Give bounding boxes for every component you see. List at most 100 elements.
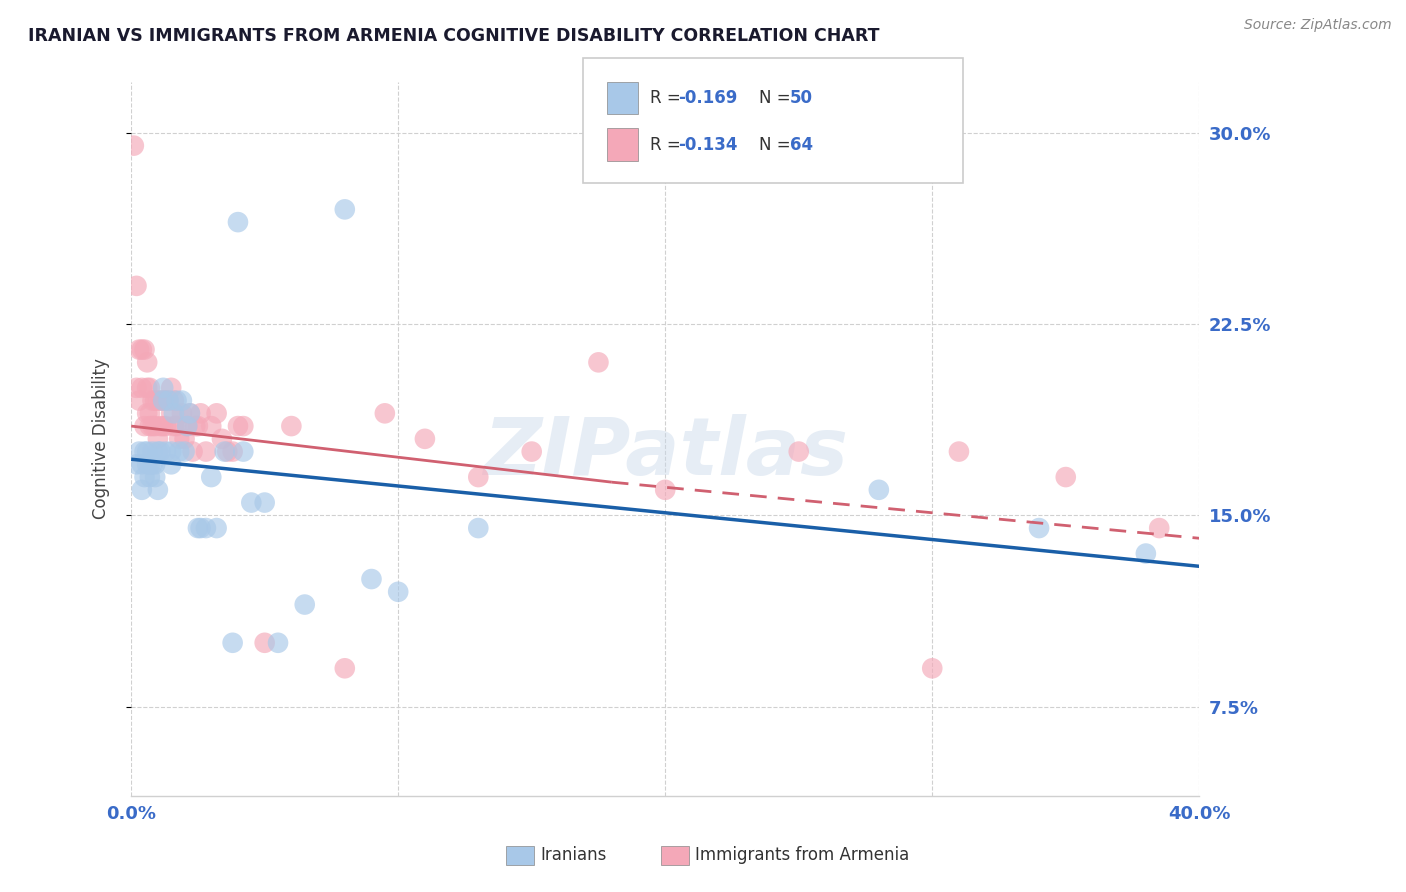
Point bbox=[166, 393, 188, 408]
Point bbox=[194, 444, 217, 458]
Point bbox=[155, 393, 177, 408]
Point bbox=[141, 458, 163, 472]
Point bbox=[125, 278, 148, 293]
Point bbox=[125, 458, 148, 472]
Point bbox=[333, 661, 356, 675]
Point bbox=[1147, 521, 1170, 535]
Point bbox=[152, 393, 174, 408]
Point bbox=[181, 444, 204, 458]
Point bbox=[139, 419, 162, 434]
Point bbox=[157, 393, 180, 408]
Point bbox=[520, 444, 543, 458]
Point bbox=[128, 444, 150, 458]
Point bbox=[167, 444, 190, 458]
Point bbox=[921, 661, 943, 675]
Point bbox=[131, 458, 153, 472]
Point bbox=[136, 458, 159, 472]
Point bbox=[141, 419, 163, 434]
Point bbox=[141, 393, 163, 408]
Point bbox=[134, 444, 156, 458]
Point bbox=[146, 483, 169, 497]
Point bbox=[280, 419, 302, 434]
Text: Immigrants from Armenia: Immigrants from Armenia bbox=[695, 847, 908, 864]
Text: Source: ZipAtlas.com: Source: ZipAtlas.com bbox=[1244, 18, 1392, 32]
Point bbox=[149, 419, 172, 434]
Point bbox=[413, 432, 436, 446]
Point bbox=[190, 406, 212, 420]
Point bbox=[374, 406, 396, 420]
Text: N =: N = bbox=[759, 136, 796, 153]
Point bbox=[143, 458, 166, 472]
Point bbox=[360, 572, 382, 586]
Point bbox=[173, 432, 195, 446]
Point bbox=[173, 444, 195, 458]
Point bbox=[187, 419, 209, 434]
Point bbox=[155, 444, 177, 458]
Point bbox=[868, 483, 890, 497]
Point bbox=[160, 458, 183, 472]
Text: R =: R = bbox=[650, 89, 686, 107]
Point bbox=[467, 521, 489, 535]
Point bbox=[163, 393, 186, 408]
Point bbox=[948, 444, 970, 458]
Point bbox=[146, 432, 169, 446]
Point bbox=[253, 495, 276, 509]
Point bbox=[240, 495, 263, 509]
Point bbox=[160, 406, 183, 420]
Point bbox=[131, 381, 153, 395]
Point bbox=[134, 343, 156, 357]
Point bbox=[176, 419, 198, 434]
Point bbox=[125, 381, 148, 395]
Point bbox=[163, 406, 186, 420]
Point bbox=[141, 444, 163, 458]
Point bbox=[139, 381, 162, 395]
Point bbox=[170, 393, 193, 408]
Point bbox=[155, 419, 177, 434]
Point bbox=[139, 458, 162, 472]
Point bbox=[160, 444, 183, 458]
Text: N =: N = bbox=[759, 89, 796, 107]
Point bbox=[1135, 547, 1157, 561]
Point bbox=[194, 521, 217, 535]
Point bbox=[226, 419, 249, 434]
Point bbox=[136, 355, 159, 369]
Point bbox=[170, 406, 193, 420]
Point bbox=[152, 419, 174, 434]
Point bbox=[143, 470, 166, 484]
Point bbox=[205, 521, 228, 535]
Point bbox=[232, 419, 254, 434]
Point bbox=[152, 381, 174, 395]
Point bbox=[152, 393, 174, 408]
Point bbox=[654, 483, 676, 497]
Point bbox=[333, 202, 356, 217]
Point bbox=[1028, 521, 1050, 535]
Point bbox=[131, 483, 153, 497]
Point bbox=[226, 215, 249, 229]
Point bbox=[139, 470, 162, 484]
Point bbox=[1054, 470, 1077, 484]
Point bbox=[149, 444, 172, 458]
Point bbox=[134, 419, 156, 434]
Text: Iranians: Iranians bbox=[540, 847, 606, 864]
Point bbox=[200, 419, 222, 434]
Point bbox=[131, 343, 153, 357]
Text: 64: 64 bbox=[790, 136, 813, 153]
Point bbox=[167, 432, 190, 446]
Point bbox=[184, 419, 207, 434]
Point bbox=[176, 419, 198, 434]
Point bbox=[205, 406, 228, 420]
Point bbox=[179, 406, 201, 420]
Point bbox=[163, 419, 186, 434]
Text: IRANIAN VS IMMIGRANTS FROM ARMENIA COGNITIVE DISABILITY CORRELATION CHART: IRANIAN VS IMMIGRANTS FROM ARMENIA COGNI… bbox=[28, 27, 880, 45]
Point bbox=[149, 393, 172, 408]
Point bbox=[160, 381, 183, 395]
Text: ZIPatlas: ZIPatlas bbox=[482, 414, 848, 492]
Point bbox=[187, 521, 209, 535]
Text: R =: R = bbox=[650, 136, 686, 153]
Point bbox=[214, 444, 236, 458]
Text: -0.134: -0.134 bbox=[678, 136, 737, 153]
Point bbox=[211, 432, 233, 446]
Point bbox=[143, 419, 166, 434]
Point bbox=[294, 598, 316, 612]
Point bbox=[190, 521, 212, 535]
